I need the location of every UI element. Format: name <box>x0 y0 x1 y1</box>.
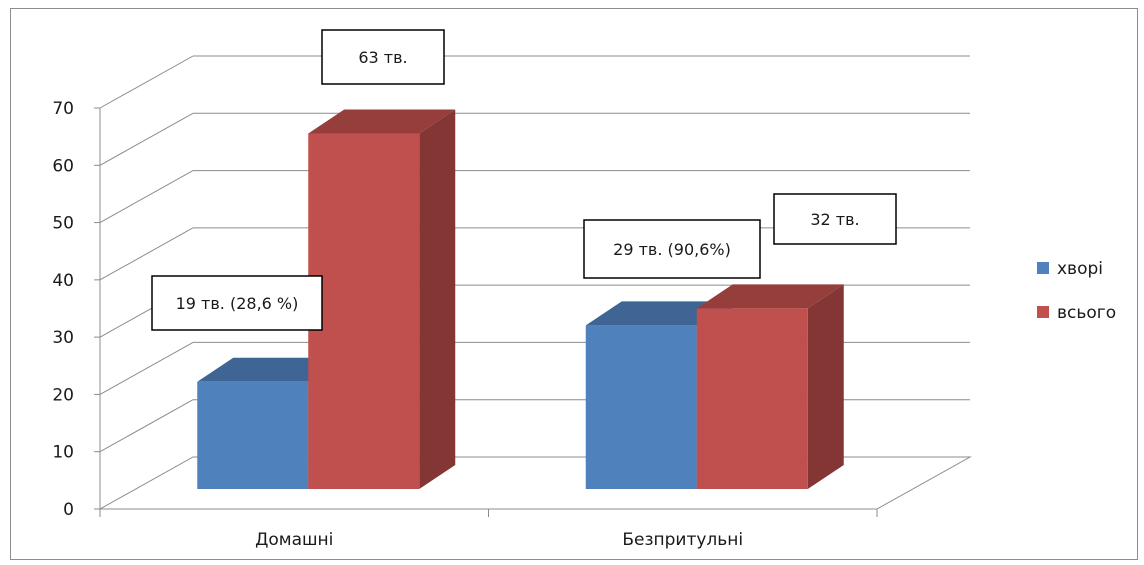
chart-frame <box>10 8 1138 560</box>
bar-total-0 <box>308 133 420 490</box>
bars <box>197 109 844 490</box>
axes: 0 10 20 30 40 50 60 70 Домашні Безпритульні <box>52 99 878 550</box>
data-label: 29 тв. (90,6%) <box>613 240 731 259</box>
gridline-side <box>99 112 194 166</box>
legend-swatch <box>1037 306 1049 318</box>
gridline-side <box>99 399 194 453</box>
bar-sick-0 <box>197 381 309 489</box>
gridline-side <box>99 227 194 281</box>
legend-label: всього <box>1057 303 1116 323</box>
gridline-side <box>99 55 194 109</box>
legend-swatch <box>1037 262 1049 274</box>
legend: хворі всього <box>1037 259 1116 323</box>
bar-side <box>419 109 456 490</box>
x-tick-label: Безпритульні <box>622 530 743 550</box>
y-tick-label: 50 <box>52 214 74 234</box>
data-label-box <box>773 193 897 245</box>
gridline-side <box>99 170 194 224</box>
data-label-box <box>583 219 761 279</box>
gridline-side <box>99 341 194 395</box>
data-label-box <box>321 29 445 85</box>
x-tick-label: Домашні <box>255 530 333 550</box>
bar-top <box>308 109 456 134</box>
bar-top <box>585 301 733 326</box>
data-labels: 19 тв. (28,6 %) 63 тв. 29 тв. (90,6%) 32 тв… <box>151 29 897 331</box>
y-tick-label: 30 <box>52 328 74 348</box>
legend-label: хворі <box>1057 259 1103 279</box>
bar-top <box>696 284 844 309</box>
data-label: 19 тв. (28,6 %) <box>176 294 299 313</box>
bar-total-1 <box>696 308 808 489</box>
bar-side <box>807 284 844 489</box>
y-tick-label: 40 <box>52 271 74 291</box>
bar-top <box>197 357 345 382</box>
data-label-box <box>151 275 323 331</box>
data-label: 63 тв. <box>358 48 407 67</box>
bar-sick-1 <box>585 325 697 489</box>
y-tick-label: 60 <box>52 156 74 176</box>
y-tick-label: 20 <box>52 385 74 405</box>
data-label: 32 тв. <box>810 210 859 229</box>
y-tick-label: 70 <box>52 99 74 119</box>
y-tick-label: 10 <box>52 443 74 463</box>
y-tick-label: 0 <box>63 500 74 520</box>
